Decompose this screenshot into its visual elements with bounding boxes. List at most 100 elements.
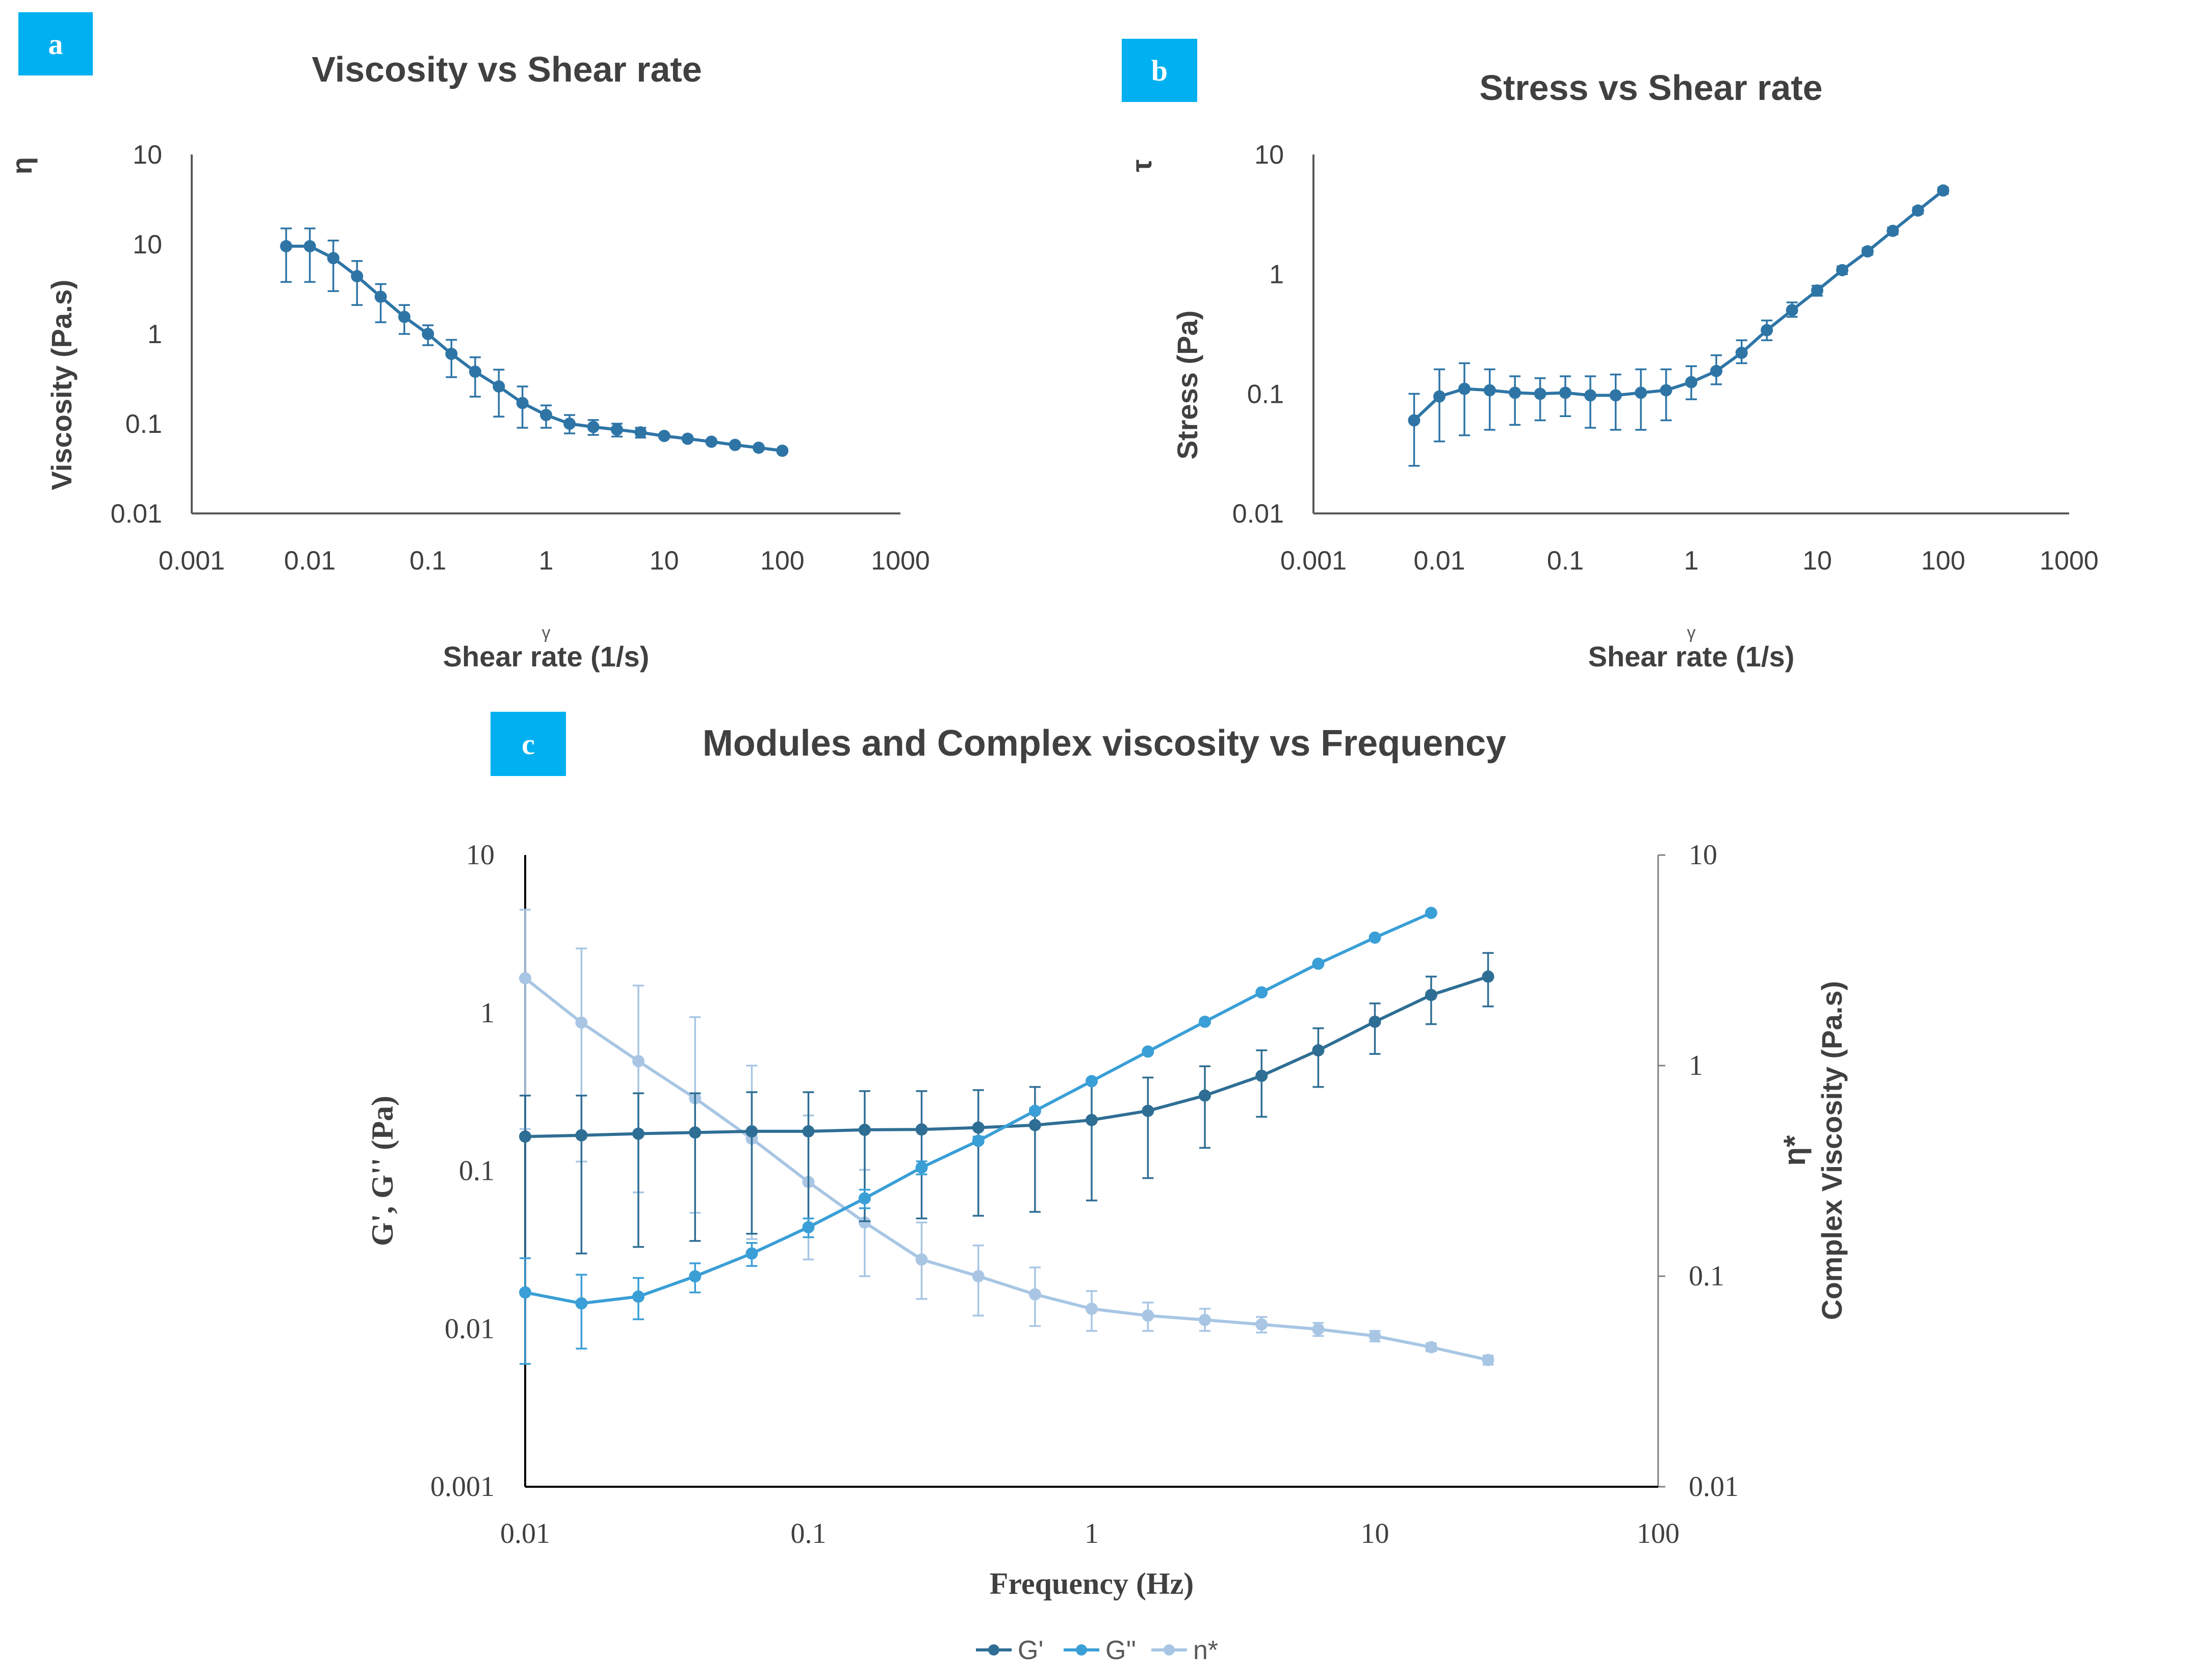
x-tick-label: 1 xyxy=(539,546,554,576)
data-point-b xyxy=(1458,382,1471,395)
y-left-tick-label: 0.1 xyxy=(459,1155,495,1187)
data-point-b xyxy=(1660,384,1672,397)
data-point-a xyxy=(705,435,718,448)
data-point-a xyxy=(351,270,364,282)
data-point-g-double-prime xyxy=(689,1270,702,1283)
x-tick-label: 0.1 xyxy=(409,546,446,576)
data-point-eta xyxy=(1028,1288,1041,1301)
data-point-g-prime xyxy=(689,1126,702,1139)
data-point-b xyxy=(1937,184,1949,197)
data-point-b xyxy=(1408,414,1421,427)
chart-title: Modules and Complex viscosity vs Frequen… xyxy=(703,723,1506,764)
x-tick-label: 0.01 xyxy=(1413,546,1465,576)
panel-c-chart: Modules and Complex viscosity vs Frequen… xyxy=(366,723,1848,1665)
x-tick-label: 100 xyxy=(760,546,805,576)
data-point-g-prime xyxy=(915,1123,928,1136)
series-a xyxy=(280,227,789,457)
data-point-b xyxy=(1912,204,1924,217)
data-point-eta xyxy=(972,1270,985,1282)
y-tick-label: 0.1 xyxy=(125,409,162,439)
y-right-axis-label: Complex Viscosity (Pa.s) xyxy=(1816,981,1848,1320)
y-axis-symbol: τ xyxy=(1125,160,1157,172)
x-tick-label: 1 xyxy=(1085,1518,1099,1549)
data-point-g-prime xyxy=(1142,1104,1154,1117)
data-point-a xyxy=(776,444,789,457)
data-point-g-double-prime xyxy=(915,1161,928,1174)
data-point-g-prime xyxy=(1199,1089,1211,1102)
series-g-prime xyxy=(519,952,1494,1259)
x-tick-label: 1 xyxy=(1684,546,1699,576)
y-tick-label: 10 xyxy=(133,140,162,170)
x-tick-label: 0.1 xyxy=(791,1518,827,1549)
series-line-g-prime xyxy=(525,975,1489,1139)
data-point-a xyxy=(658,430,670,443)
y-right-tick-label: 0.01 xyxy=(1689,1471,1739,1503)
y-axis-label: Viscosity (Pa.s) xyxy=(45,280,78,490)
data-point-g-double-prime xyxy=(1369,931,1381,944)
x-tick-label: 1000 xyxy=(871,546,930,576)
x-tick-label: 10 xyxy=(650,546,679,576)
data-point-eta xyxy=(1312,1323,1325,1335)
y-right-tick-label: 0.1 xyxy=(1689,1260,1724,1292)
data-point-eta xyxy=(632,1055,645,1068)
data-point-g-prime xyxy=(1425,989,1437,1001)
data-point-g-prime xyxy=(802,1125,815,1138)
x-tick-label: 0.001 xyxy=(159,546,225,576)
data-point-g-prime xyxy=(1255,1070,1268,1082)
legend-marker-g-prime xyxy=(988,1644,999,1656)
x-tick-label: 0.01 xyxy=(284,546,336,576)
data-point-g-double-prime xyxy=(1425,907,1437,919)
data-point-g-double-prime xyxy=(1312,958,1325,970)
data-point-b xyxy=(1887,224,1899,237)
data-point-eta xyxy=(858,1216,871,1229)
data-point-a xyxy=(587,421,600,433)
data-point-eta xyxy=(1142,1309,1154,1322)
x-tick-label: 10 xyxy=(1361,1518,1389,1549)
x-tick-label: 100 xyxy=(1637,1518,1680,1549)
data-point-a xyxy=(445,348,458,360)
series-b xyxy=(1408,184,1949,467)
data-point-a xyxy=(610,423,623,436)
data-point-b xyxy=(1509,386,1521,399)
data-point-eta xyxy=(1199,1313,1211,1326)
y-tick-label: 0.01 xyxy=(111,499,162,529)
data-point-a xyxy=(753,442,765,454)
data-point-a xyxy=(516,397,529,409)
y-left-tick-label: 1 xyxy=(480,997,495,1029)
x-tick-label: 0.001 xyxy=(1280,546,1347,576)
data-point-b xyxy=(1635,386,1647,399)
data-point-g-prime xyxy=(1482,970,1494,983)
data-point-eta xyxy=(1482,1354,1494,1366)
chart-title: Viscosity vs Shear rate xyxy=(312,49,702,89)
panel-badge-b: b xyxy=(1122,39,1197,102)
data-point-a xyxy=(398,311,411,323)
data-point-g-prime xyxy=(1369,1015,1381,1028)
data-point-g-double-prime xyxy=(1199,1015,1211,1028)
y-left-tick-label: 0.001 xyxy=(430,1471,495,1503)
data-point-a xyxy=(374,290,387,303)
data-point-g-prime xyxy=(1086,1114,1098,1126)
data-point-b xyxy=(1609,389,1622,402)
data-point-eta xyxy=(1086,1302,1098,1315)
x-axis-label: Shear rate (1/s) xyxy=(1588,640,1795,673)
data-point-g-double-prime xyxy=(972,1134,985,1147)
data-point-a xyxy=(634,426,647,439)
y-right-axis-symbol: η* xyxy=(1777,1135,1812,1166)
data-point-g-double-prime xyxy=(1028,1104,1041,1117)
data-point-a xyxy=(327,252,340,265)
legend-marker-eta xyxy=(1164,1644,1175,1656)
data-point-eta xyxy=(519,972,531,985)
data-point-b xyxy=(1786,304,1798,317)
data-point-b xyxy=(1735,346,1748,359)
data-point-b xyxy=(1433,390,1446,403)
data-point-eta xyxy=(575,1016,588,1029)
x-axis-label: Frequency (Hz) xyxy=(990,1567,1194,1600)
data-point-g-double-prime xyxy=(632,1290,645,1303)
legend-marker-g-double-prime xyxy=(1076,1644,1087,1656)
y-axis-symbol: η xyxy=(6,157,38,174)
data-point-b xyxy=(1559,386,1571,399)
y-left-axis-label: G', G'' (Pa) xyxy=(366,1096,399,1246)
